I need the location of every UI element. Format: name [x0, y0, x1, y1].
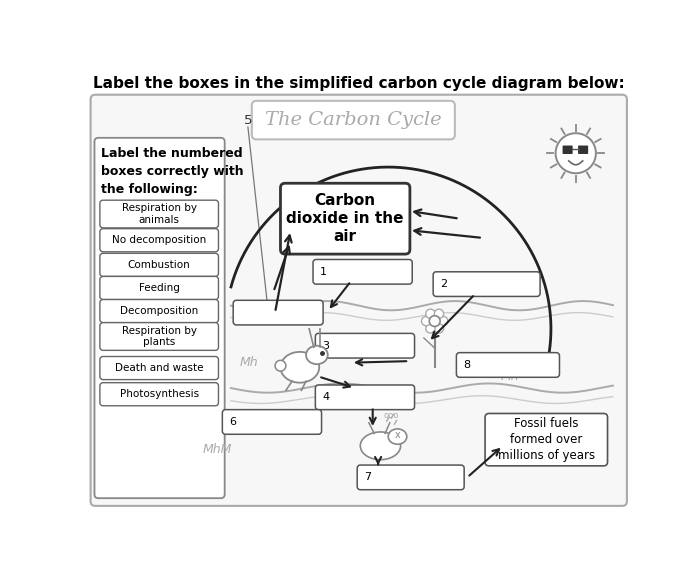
Text: Label the boxes in the simplified carbon cycle diagram below:: Label the boxes in the simplified carbon…: [93, 77, 624, 91]
Text: The Carbon Cycle: The Carbon Cycle: [265, 111, 442, 129]
FancyBboxPatch shape: [100, 383, 218, 406]
FancyBboxPatch shape: [94, 138, 225, 498]
FancyBboxPatch shape: [100, 276, 218, 300]
Circle shape: [439, 316, 448, 325]
FancyBboxPatch shape: [313, 259, 412, 284]
Text: 4: 4: [322, 392, 330, 403]
Text: MhM: MhM: [203, 443, 232, 456]
Text: x: x: [395, 430, 400, 440]
Ellipse shape: [360, 432, 400, 460]
Circle shape: [426, 309, 435, 319]
Text: Combustion: Combustion: [128, 260, 190, 270]
Text: Respiration by
plants: Respiration by plants: [122, 325, 197, 347]
FancyBboxPatch shape: [252, 101, 455, 139]
Text: ooo: ooo: [384, 411, 399, 420]
Text: Feeding: Feeding: [139, 283, 180, 293]
FancyBboxPatch shape: [315, 385, 414, 409]
Text: Fossil fuels
formed over
millions of years: Fossil fuels formed over millions of yea…: [498, 417, 595, 462]
FancyBboxPatch shape: [456, 353, 559, 377]
Circle shape: [421, 316, 430, 325]
FancyBboxPatch shape: [223, 409, 321, 435]
FancyBboxPatch shape: [485, 413, 608, 466]
Text: 6: 6: [230, 417, 237, 427]
FancyBboxPatch shape: [578, 146, 588, 154]
Text: Label the numbered
boxes correctly with
the following:: Label the numbered boxes correctly with …: [102, 147, 244, 196]
Text: 2: 2: [440, 279, 447, 289]
Text: No decomposition: No decomposition: [112, 235, 206, 245]
Ellipse shape: [306, 345, 328, 364]
FancyBboxPatch shape: [100, 254, 218, 276]
FancyBboxPatch shape: [100, 200, 218, 228]
FancyBboxPatch shape: [100, 228, 218, 252]
Text: 3: 3: [322, 341, 329, 351]
Text: 8: 8: [463, 360, 470, 370]
Text: Mh: Mh: [500, 370, 519, 383]
Circle shape: [434, 324, 444, 333]
FancyBboxPatch shape: [100, 323, 218, 351]
Text: Death and waste: Death and waste: [115, 363, 204, 373]
FancyBboxPatch shape: [433, 272, 540, 296]
Text: 7: 7: [364, 472, 371, 482]
Text: Decomposition: Decomposition: [120, 306, 198, 316]
Text: Photosynthesis: Photosynthesis: [120, 389, 199, 399]
Text: 1: 1: [320, 267, 327, 277]
Ellipse shape: [389, 429, 407, 444]
Text: 5: 5: [244, 114, 252, 127]
FancyBboxPatch shape: [281, 183, 410, 254]
FancyBboxPatch shape: [100, 300, 218, 323]
Circle shape: [434, 309, 444, 319]
Circle shape: [426, 324, 435, 333]
Text: Mh: Mh: [239, 356, 258, 369]
Circle shape: [429, 316, 440, 327]
FancyBboxPatch shape: [315, 333, 414, 358]
FancyBboxPatch shape: [233, 300, 323, 325]
FancyBboxPatch shape: [100, 356, 218, 380]
Circle shape: [275, 360, 286, 371]
Ellipse shape: [281, 352, 319, 383]
Text: Respiration by
animals: Respiration by animals: [122, 203, 197, 225]
FancyBboxPatch shape: [563, 146, 573, 154]
Circle shape: [556, 133, 596, 173]
FancyBboxPatch shape: [90, 95, 627, 506]
FancyBboxPatch shape: [357, 465, 464, 490]
Text: Carbon
dioxide in the
air: Carbon dioxide in the air: [286, 193, 404, 244]
